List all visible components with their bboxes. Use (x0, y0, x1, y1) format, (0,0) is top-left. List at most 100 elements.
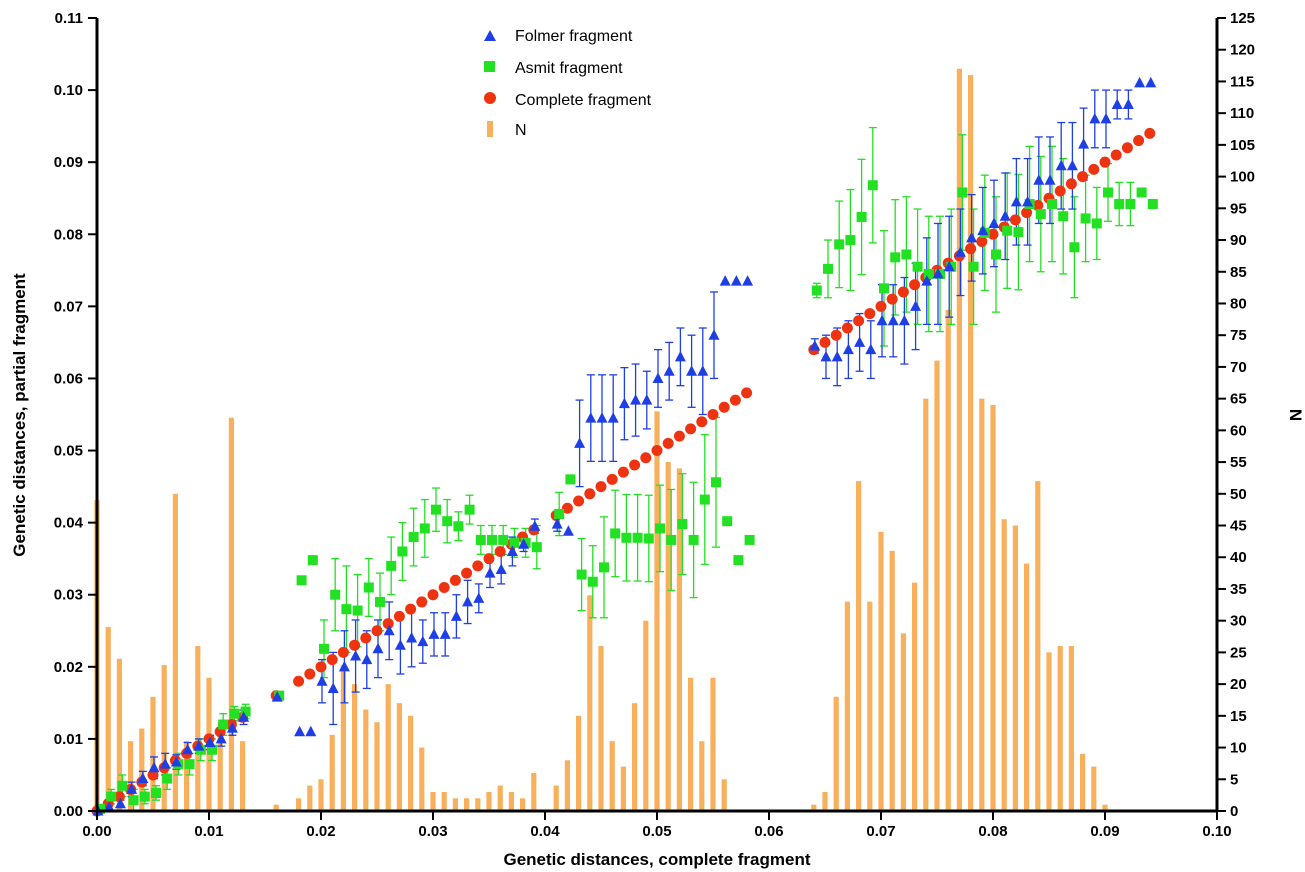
asmit-point (184, 759, 195, 770)
y2-tick-label: 90 (1230, 232, 1247, 249)
complete-point (293, 675, 305, 687)
asmit-point (834, 239, 845, 250)
x-tick-label: 0.05 (642, 823, 671, 840)
n-bar (665, 462, 671, 811)
complete-point (662, 437, 674, 449)
folmer-point (921, 275, 933, 286)
n-bar (867, 601, 873, 811)
complete-point (1088, 163, 1100, 175)
complete-point (349, 639, 361, 651)
folmer-point (596, 412, 608, 423)
asmit-point (1091, 218, 1102, 229)
n-bar (217, 722, 223, 811)
complete-point (416, 596, 428, 608)
asmit-point (1002, 225, 1013, 236)
n-bar (889, 550, 895, 811)
complete-point (617, 466, 629, 478)
folmer-point (663, 365, 675, 376)
complete-point (461, 567, 473, 579)
legend-triangle-icon (484, 30, 496, 41)
asmit-point (912, 261, 923, 272)
n-bar (363, 709, 369, 811)
complete-point (561, 502, 573, 514)
n-bar (553, 785, 559, 811)
complete-point (819, 336, 831, 348)
legend: Folmer fragment Asmit fragment Complete … (484, 28, 652, 139)
n-bar (1080, 753, 1086, 811)
asmit-point (431, 504, 441, 515)
asmit-point (845, 235, 856, 246)
folmer-point (428, 628, 440, 639)
folmer-point (518, 538, 530, 549)
n-bar (105, 627, 111, 811)
y2-axis-title: N (1286, 409, 1305, 421)
folmer-point (618, 397, 630, 409)
folmer-point (865, 343, 877, 355)
folmer-point (126, 783, 138, 794)
asmit-point (464, 504, 475, 515)
folmer-point (1134, 76, 1146, 88)
complete-point (449, 574, 461, 586)
y2-tick-label: 30 (1230, 613, 1247, 630)
ticks: 0.00 0.01 0.02 0.03 0.04 0.05 0.06 0.07 0.08 0.09… (54, 10, 1255, 840)
n-bar (508, 791, 514, 811)
asmit-point (867, 180, 878, 191)
n-bar (172, 493, 178, 811)
complete-point (673, 430, 685, 442)
y2-tick-label: 40 (1230, 549, 1247, 566)
folmer-point (686, 365, 698, 376)
n-bar (564, 760, 570, 811)
y2-tick-label: 35 (1230, 581, 1247, 598)
asmit-point (419, 523, 430, 534)
folmer-point (697, 365, 709, 376)
folmer-point (820, 350, 832, 362)
folmer-point (1033, 174, 1045, 185)
asmit-point (319, 643, 329, 654)
folmer-point (898, 314, 910, 326)
complete-point (1009, 214, 1021, 226)
folmer-point (182, 743, 194, 755)
folmer-point (394, 639, 406, 650)
asmit-point (968, 261, 979, 272)
complete-point (584, 488, 596, 500)
folmer-point (1145, 76, 1157, 88)
y-tick-label: 0.07 (54, 298, 83, 315)
n-bar (1068, 646, 1074, 811)
asmit-point (621, 532, 632, 543)
y2-tick-label: 105 (1230, 137, 1255, 154)
complete-point (1121, 142, 1133, 154)
folmer-point (551, 518, 563, 529)
asmit-point (576, 569, 587, 580)
complete-point (337, 646, 349, 658)
asmit-point (341, 604, 352, 615)
n-bar (844, 601, 850, 811)
folmer-point (215, 732, 227, 744)
complete-point (405, 603, 417, 615)
folmer-point (361, 653, 373, 665)
complete-point (965, 243, 977, 255)
asmit-point (879, 283, 889, 294)
complete-point (1021, 207, 1033, 219)
asmit-point (957, 187, 968, 198)
folmer-point (652, 372, 664, 383)
asmit-point (139, 791, 150, 802)
y2-tick-label: 85 (1230, 264, 1247, 281)
y2-tick-label: 120 (1230, 42, 1255, 59)
folmer-point (383, 624, 395, 636)
complete-point (595, 481, 607, 493)
y2-tick-label: 45 (1230, 518, 1247, 535)
n-bar (419, 747, 425, 811)
folmer-point (484, 567, 496, 578)
n-bar (497, 785, 503, 811)
asmit-point (699, 494, 710, 505)
asmit-point (151, 787, 161, 798)
n-bar (856, 481, 862, 811)
n-bars (94, 68, 1108, 811)
asmit-point (722, 516, 733, 527)
complete-point (304, 668, 316, 680)
n-bar (116, 658, 122, 811)
y2-tick-label: 25 (1230, 644, 1247, 661)
folmer-point (1010, 195, 1022, 207)
n-bar (340, 665, 346, 811)
folmer-point (1044, 174, 1056, 185)
